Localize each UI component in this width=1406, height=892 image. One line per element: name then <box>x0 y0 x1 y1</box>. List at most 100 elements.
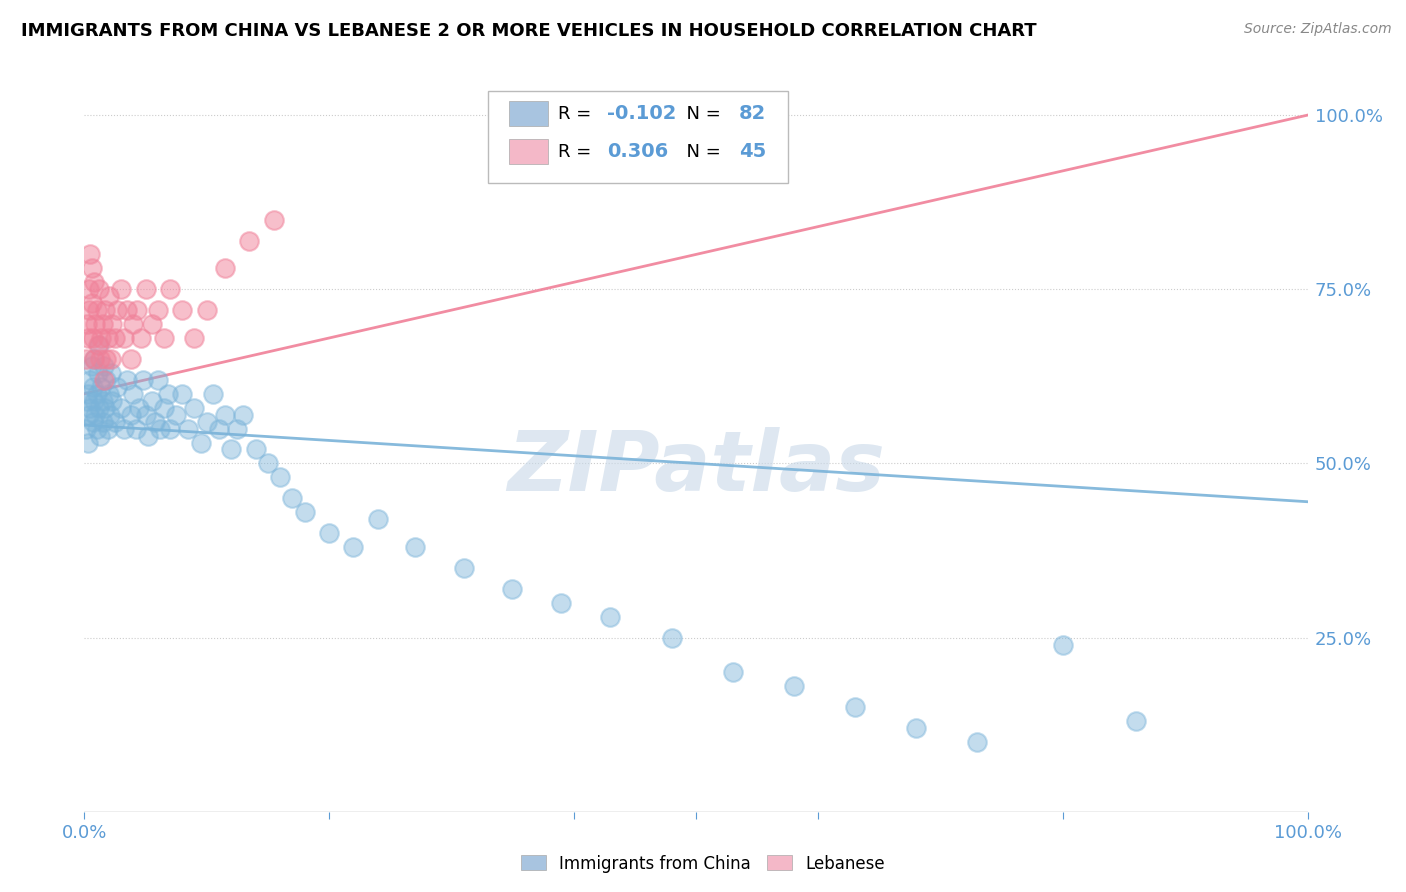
Point <box>77 386 100 401</box>
Point <box>82 380 104 394</box>
FancyBboxPatch shape <box>509 139 548 164</box>
Point <box>77 435 100 450</box>
Point <box>125 421 148 435</box>
Point <box>159 421 181 435</box>
Point <box>84 317 107 331</box>
Text: 45: 45 <box>738 143 766 161</box>
Point <box>208 421 231 435</box>
Point <box>90 331 112 345</box>
Point <box>238 234 260 248</box>
Point <box>91 393 114 408</box>
Point <box>905 721 928 735</box>
Point <box>201 386 224 401</box>
Point <box>101 317 124 331</box>
Point <box>100 366 122 380</box>
Point <box>183 331 205 345</box>
Point <box>93 359 115 373</box>
Point <box>83 275 105 289</box>
Point <box>190 435 212 450</box>
Point <box>80 296 103 310</box>
Point <box>86 421 108 435</box>
Point <box>79 401 101 415</box>
Point <box>96 373 118 387</box>
Point <box>94 401 117 415</box>
Point <box>146 373 169 387</box>
Text: N =: N = <box>675 143 727 161</box>
Point <box>110 282 132 296</box>
Point <box>661 631 683 645</box>
Point <box>159 282 181 296</box>
Point <box>294 505 316 519</box>
Point <box>104 331 127 345</box>
Point <box>149 421 172 435</box>
Point <box>90 380 112 394</box>
Point <box>80 261 103 276</box>
Point <box>97 289 120 303</box>
Point <box>91 415 114 429</box>
Point <box>153 401 176 415</box>
Point <box>135 408 157 422</box>
Point <box>100 351 122 366</box>
Point <box>120 408 142 422</box>
Point <box>120 351 142 366</box>
Point <box>177 421 200 435</box>
Point <box>110 401 132 415</box>
Point <box>502 582 524 596</box>
Text: Source: ZipAtlas.com: Source: ZipAtlas.com <box>1244 22 1392 37</box>
Point <box>104 415 127 429</box>
Point <box>129 331 152 345</box>
Point <box>97 386 120 401</box>
Point <box>195 303 218 318</box>
Point <box>172 386 194 401</box>
Point <box>135 282 157 296</box>
Text: IMMIGRANTS FROM CHINA VS LEBANESE 2 OR MORE VEHICLES IN HOUSEHOLD CORRELATION CH: IMMIGRANTS FROM CHINA VS LEBANESE 2 OR M… <box>21 22 1036 40</box>
Point <box>82 331 104 345</box>
Point <box>165 408 187 422</box>
FancyBboxPatch shape <box>488 91 787 183</box>
Point <box>342 540 364 554</box>
Point <box>226 421 249 435</box>
Point <box>318 526 340 541</box>
Point <box>97 331 120 345</box>
Point <box>132 373 155 387</box>
Text: ZIPatlas: ZIPatlas <box>508 427 884 508</box>
Point <box>87 338 110 352</box>
Point <box>128 401 150 415</box>
Point <box>77 408 100 422</box>
Point <box>232 408 254 422</box>
Point <box>115 373 138 387</box>
Point <box>87 338 110 352</box>
FancyBboxPatch shape <box>509 101 548 127</box>
Point <box>721 665 744 680</box>
Point <box>122 317 145 331</box>
Legend: Immigrants from China, Lebanese: Immigrants from China, Lebanese <box>515 848 891 880</box>
Text: -0.102: -0.102 <box>606 104 676 123</box>
Point <box>550 596 572 610</box>
Point <box>269 470 291 484</box>
Point <box>98 408 121 422</box>
Point <box>80 359 103 373</box>
Point <box>96 351 118 366</box>
Point <box>1052 638 1074 652</box>
Point <box>453 561 475 575</box>
Point <box>87 282 110 296</box>
Point <box>263 212 285 227</box>
Point <box>89 428 111 442</box>
Point <box>214 261 236 276</box>
Point <box>82 415 104 429</box>
Point <box>112 421 135 435</box>
Point <box>83 351 105 366</box>
Point <box>93 373 115 387</box>
Point <box>281 491 304 506</box>
Point <box>79 373 101 387</box>
Point <box>86 386 108 401</box>
Point <box>404 540 426 554</box>
Point <box>844 700 866 714</box>
Point <box>84 408 107 422</box>
Text: R =: R = <box>558 105 596 123</box>
Point <box>115 303 138 318</box>
Text: R =: R = <box>558 143 596 161</box>
Point <box>76 317 98 331</box>
Point <box>141 317 163 331</box>
Point <box>122 386 145 401</box>
